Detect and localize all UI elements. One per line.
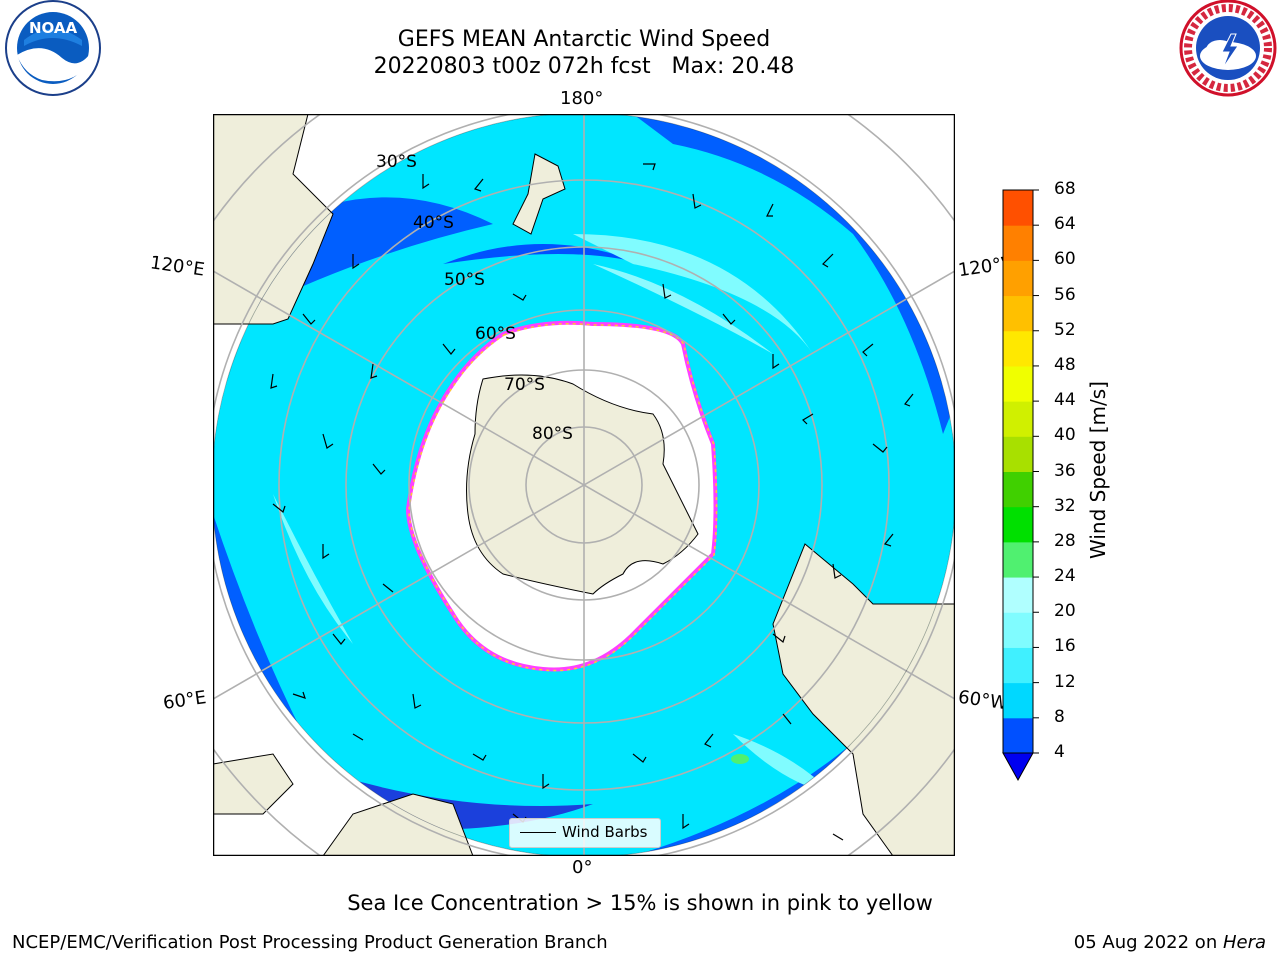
colorbar-segment bbox=[1003, 365, 1033, 402]
legend-label: Wind Barbs bbox=[562, 823, 648, 841]
colorbar-tick-label: 24 bbox=[1054, 566, 1076, 587]
noaa-logo: NOAA bbox=[5, 0, 101, 96]
map-subtitle: 20220803 t00z 072h fcst Max: 20.48 bbox=[373, 54, 795, 79]
colorbar-tick-label: 68 bbox=[1054, 179, 1076, 199]
colorbar-tick-label: 8 bbox=[1054, 706, 1065, 727]
colorbar-tick-label: 48 bbox=[1054, 354, 1076, 375]
meridian-lines bbox=[213, 114, 955, 856]
colorbar-segment bbox=[1003, 436, 1033, 472]
colorbar-tick-label: 12 bbox=[1054, 671, 1076, 692]
svg-text:NOAA: NOAA bbox=[29, 19, 78, 37]
colorbar-tick-label: 36 bbox=[1054, 460, 1076, 481]
colorbar-under-arrow bbox=[1002, 752, 1034, 782]
colorbar bbox=[1002, 189, 1039, 782]
colorbar-segment bbox=[1003, 647, 1033, 684]
nws-logo bbox=[1179, 0, 1277, 97]
colorbar-segment bbox=[1003, 506, 1033, 543]
colorbar-segment bbox=[1003, 612, 1033, 648]
colorbar-ticks: 4 8 12 16 20 24 28 32 36 40 44 48 52 56 60 64 68 bbox=[1052, 0, 1102, 960]
map-legend: Wind Barbs bbox=[509, 818, 661, 848]
caption-text: Sea Ice Concentration > 15% is shown in … bbox=[347, 891, 933, 915]
colorbar-tick-label: 40 bbox=[1054, 425, 1076, 446]
colorbar-segment bbox=[1003, 717, 1033, 754]
footer-branch: NCEP/EMC/Verification Post Processing Pr… bbox=[12, 932, 608, 953]
colorbar-tick-label: 52 bbox=[1054, 319, 1076, 340]
colorbar-segment bbox=[1003, 190, 1033, 226]
colorbar-tick-label: 20 bbox=[1054, 601, 1076, 622]
colorbar-segment bbox=[1003, 541, 1033, 578]
lat-label-50s: 50°S bbox=[444, 270, 485, 290]
colorbar-segment bbox=[1003, 260, 1033, 297]
sea-ice-caption: Sea Ice Concentration > 15% is shown in … bbox=[0, 891, 1280, 915]
polar-map bbox=[213, 114, 955, 856]
colorbar-tick-label: 64 bbox=[1054, 214, 1076, 235]
colorbar-tick-label: 32 bbox=[1054, 495, 1076, 516]
lon-label-180: 180° bbox=[560, 88, 604, 109]
colorbar-tick-label: 56 bbox=[1054, 284, 1076, 305]
colorbar-segment bbox=[1003, 225, 1033, 261]
lon-label-0: 0° bbox=[572, 857, 593, 878]
wind-barbs bbox=[270, 163, 914, 841]
colorbar-segment bbox=[1003, 682, 1033, 719]
colorbar-segment bbox=[1003, 330, 1033, 367]
footer-date: 05 Aug 2022 on Hera bbox=[1074, 932, 1266, 953]
wind-barb-legend-line bbox=[520, 832, 556, 833]
colorbar-segment bbox=[1003, 577, 1033, 613]
colorbar-segment bbox=[1003, 401, 1033, 437]
colorbar-tick-label: 44 bbox=[1054, 390, 1076, 411]
footer-date-text: 05 Aug 2022 on bbox=[1073, 932, 1223, 953]
lon-label-60e: 60°E bbox=[161, 687, 208, 714]
colorbar-tick-label: 60 bbox=[1054, 249, 1076, 270]
colorbar-segment bbox=[1003, 471, 1033, 508]
lat-label-30s: 30°S bbox=[376, 152, 417, 172]
colorbar-segment bbox=[1003, 295, 1033, 332]
lat-label-60s: 60°S bbox=[475, 324, 516, 344]
colorbar-tick-label: 28 bbox=[1054, 530, 1076, 551]
colorbar-tick-label: 16 bbox=[1054, 636, 1076, 657]
colorbar-label: Wind Speed [m/s] bbox=[1086, 381, 1110, 559]
map-title: GEFS MEAN Antarctic Wind Speed bbox=[397, 27, 771, 52]
lon-label-120e: 120°E bbox=[148, 252, 206, 281]
lat-label-70s: 70°S bbox=[504, 375, 545, 395]
colorbar-tick-label: 4 bbox=[1054, 742, 1065, 762]
footer-host: Hera bbox=[1222, 932, 1266, 953]
lat-label-80s: 80°S bbox=[532, 424, 573, 444]
lat-label-40s: 40°S bbox=[413, 213, 454, 233]
